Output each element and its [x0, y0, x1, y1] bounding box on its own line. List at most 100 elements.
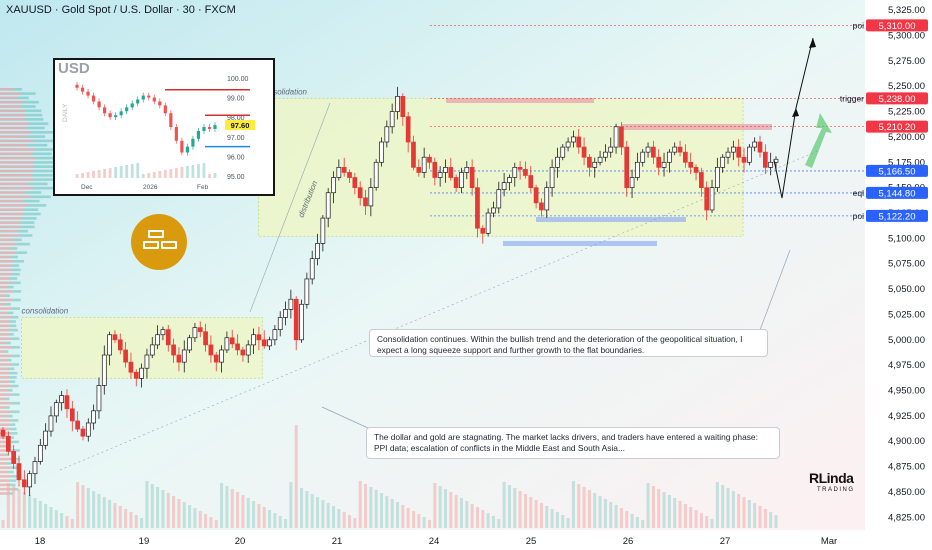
volume-bar: [689, 507, 693, 528]
volume-bar: [310, 494, 314, 528]
candle-body: [187, 337, 192, 351]
volume-bar: [305, 491, 309, 528]
profile-bar: [0, 217, 22, 220]
profile-bar: [0, 380, 10, 383]
candle-body: [235, 343, 240, 351]
candle-body: [379, 141, 384, 163]
profile-bar: [0, 126, 27, 130]
profile-bar: [0, 423, 10, 426]
profile-bar: [0, 221, 21, 224]
volume-bar: [523, 494, 527, 528]
profile-bar: [0, 367, 9, 371]
y-tick-label: 5,200.00: [888, 132, 925, 143]
candle-body: [357, 187, 363, 199]
profile-bar: [28, 182, 48, 186]
profile-bar: [0, 204, 28, 207]
callout-pointer: [321, 406, 369, 429]
price-tag-text: 5,210.20: [879, 122, 916, 133]
inset-body: [169, 113, 173, 127]
volume-bar: [411, 511, 415, 528]
volume-bar: [124, 509, 128, 528]
profile-bar: [0, 341, 7, 345]
volume-bar: [49, 507, 53, 528]
x-axis[interactable]: 18 19 20 21 24 25 26 27 Mar: [35, 536, 837, 547]
candle-body: [256, 334, 262, 341]
arrow-head: [809, 38, 816, 48]
volume-bar: [374, 490, 378, 528]
candle-body: [667, 151, 672, 163]
profile-bar: [0, 315, 12, 319]
candle-body: [272, 329, 278, 341]
volume-bar: [449, 492, 453, 528]
price-tag-bg: [866, 92, 928, 105]
profile-bar: [12, 290, 21, 293]
inset-body: [180, 140, 184, 153]
profile-bar: [12, 238, 22, 242]
volume-bar: [65, 516, 69, 528]
volume-bar: [443, 489, 447, 528]
inset-volume: [103, 169, 106, 178]
profile-bar: [0, 88, 14, 91]
volume-bar: [433, 483, 437, 528]
candle-body: [347, 172, 352, 178]
y-tick-label: 5,225.00: [888, 107, 925, 118]
arrow-head: [792, 108, 799, 117]
profile-bar: [23, 100, 39, 104]
gold-bars-icon: [131, 214, 187, 270]
volume-bar: [102, 497, 106, 528]
volume-bar: [129, 512, 133, 528]
price-tag-bg: [866, 19, 928, 32]
profile-bar: [0, 191, 25, 194]
profile-bar: [10, 255, 19, 259]
volume-bar: [401, 505, 405, 528]
volume-bar: [252, 501, 256, 528]
profile-bar: [0, 444, 7, 448]
volume-bar: [38, 501, 42, 528]
profile-bar: [0, 328, 11, 332]
gold-bars-icon-svg: [143, 230, 177, 249]
inset-volume: [213, 173, 217, 178]
volume-bar: [534, 500, 538, 528]
volume-bar: [145, 481, 149, 528]
x-tick-label: 26: [623, 536, 634, 547]
inset-y-tick: 98.00: [227, 115, 245, 122]
volume-bar: [182, 502, 186, 528]
candle-body: [197, 327, 203, 333]
callout-dollar-gold: The dollar and gold are stagnating. The …: [366, 427, 780, 459]
inset-volume: [186, 166, 189, 178]
x-tick-label: 18: [35, 536, 46, 547]
price-tag-bg: [866, 164, 928, 177]
profile-bar: [6, 358, 12, 362]
candle-body: [320, 217, 326, 244]
candle-body: [512, 167, 518, 178]
profile-bar: [0, 419, 12, 422]
volume-bar: [289, 482, 293, 528]
profile-bar: [0, 389, 8, 392]
profile-bar: [0, 371, 11, 375]
y-axis[interactable]: 5,325.00 5,300.00 5,275.00 5,250.00 5,225.00…: [888, 5, 925, 523]
profile-bar: [0, 358, 7, 362]
candle-body: [277, 317, 283, 331]
volume-bar: [465, 501, 469, 528]
candle-body: [565, 141, 571, 148]
profile-bar: [17, 242, 30, 246]
volume-bar: [385, 496, 389, 528]
profile-bar: [9, 427, 17, 431]
inset-volume: [86, 172, 90, 178]
candle-body: [560, 146, 566, 158]
volume-bar: [214, 520, 218, 528]
green-arrow: [805, 113, 832, 168]
candle-body: [576, 136, 582, 148]
profile-bar: [0, 225, 21, 229]
volume-bar: [230, 489, 234, 528]
profile-bar: [24, 191, 42, 194]
candle-body: [155, 334, 160, 346]
profile-bar: [28, 143, 48, 147]
volume-bar: [587, 490, 591, 528]
inset-x-tick: Feb: [197, 184, 209, 191]
candle-body: [437, 172, 443, 178]
inset-body: [174, 127, 178, 141]
profile-bar: [10, 371, 18, 375]
candle-body: [741, 156, 747, 163]
